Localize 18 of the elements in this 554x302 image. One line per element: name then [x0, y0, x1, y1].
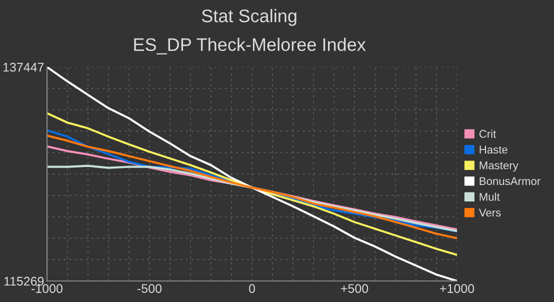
chart-subtitle: ES_DP Theck-Meloree Index [134, 38, 366, 54]
legend-label: Mult [480, 192, 500, 201]
legend-label: Mastery [480, 162, 518, 172]
legend-label: BonusArmor [480, 177, 540, 186]
chart-title: Stat Scaling [202, 9, 296, 26]
y-tick-label: 115269 [4, 276, 44, 286]
x-tick-label: -500 [138, 284, 162, 293]
x-tick-label: +1000 [440, 284, 474, 293]
x-tick-label: +500 [341, 284, 368, 293]
y-tick-label: 137447 [3, 62, 44, 72]
legend-label: Crit [479, 130, 496, 138]
legend-label: Haste [480, 146, 508, 154]
legend-label: Vers [478, 208, 501, 217]
line-series [47, 67, 457, 281]
x-tick-label: 0 [249, 284, 255, 293]
x-tick-label: -1000 [32, 284, 62, 293]
line-series [47, 112, 457, 256]
line-series [47, 164, 457, 232]
